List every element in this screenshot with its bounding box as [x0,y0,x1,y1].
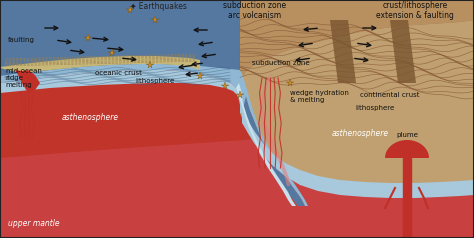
Text: ✦ Earthquakes: ✦ Earthquakes [130,2,187,11]
Polygon shape [0,64,308,206]
Polygon shape [0,0,474,20]
Polygon shape [232,73,305,206]
Text: lithosphere: lithosphere [136,78,174,84]
Polygon shape [260,73,290,186]
Polygon shape [240,0,474,83]
Polygon shape [242,103,474,198]
Text: subduction zone
arc volcanism: subduction zone arc volcanism [223,1,287,20]
Text: faulting: faulting [8,37,35,43]
Polygon shape [15,70,40,93]
Text: plume: plume [396,132,418,138]
Polygon shape [240,0,474,192]
Polygon shape [0,20,200,73]
Text: oceanic crust: oceanic crust [94,70,141,76]
Polygon shape [330,20,356,83]
Text: upper mantle: upper mantle [8,219,60,228]
Text: asthenosphere: asthenosphere [331,129,389,138]
Text: crust/lithosphere
extension & faulting: crust/lithosphere extension & faulting [376,1,454,20]
Polygon shape [240,0,474,192]
Polygon shape [385,140,429,158]
Text: continental crust: continental crust [360,92,419,98]
Text: subduction zone: subduction zone [252,60,310,66]
Text: asthenosphere: asthenosphere [62,114,118,123]
Polygon shape [0,38,474,238]
Polygon shape [0,123,474,238]
Text: lithosphere: lithosphere [355,105,394,111]
Polygon shape [236,83,296,206]
Polygon shape [0,70,242,113]
Polygon shape [0,0,242,113]
Text: mid-ocean
ridge
melting: mid-ocean ridge melting [5,68,42,88]
Text: wedge hydration
& melting: wedge hydration & melting [290,90,349,103]
Polygon shape [390,20,416,83]
